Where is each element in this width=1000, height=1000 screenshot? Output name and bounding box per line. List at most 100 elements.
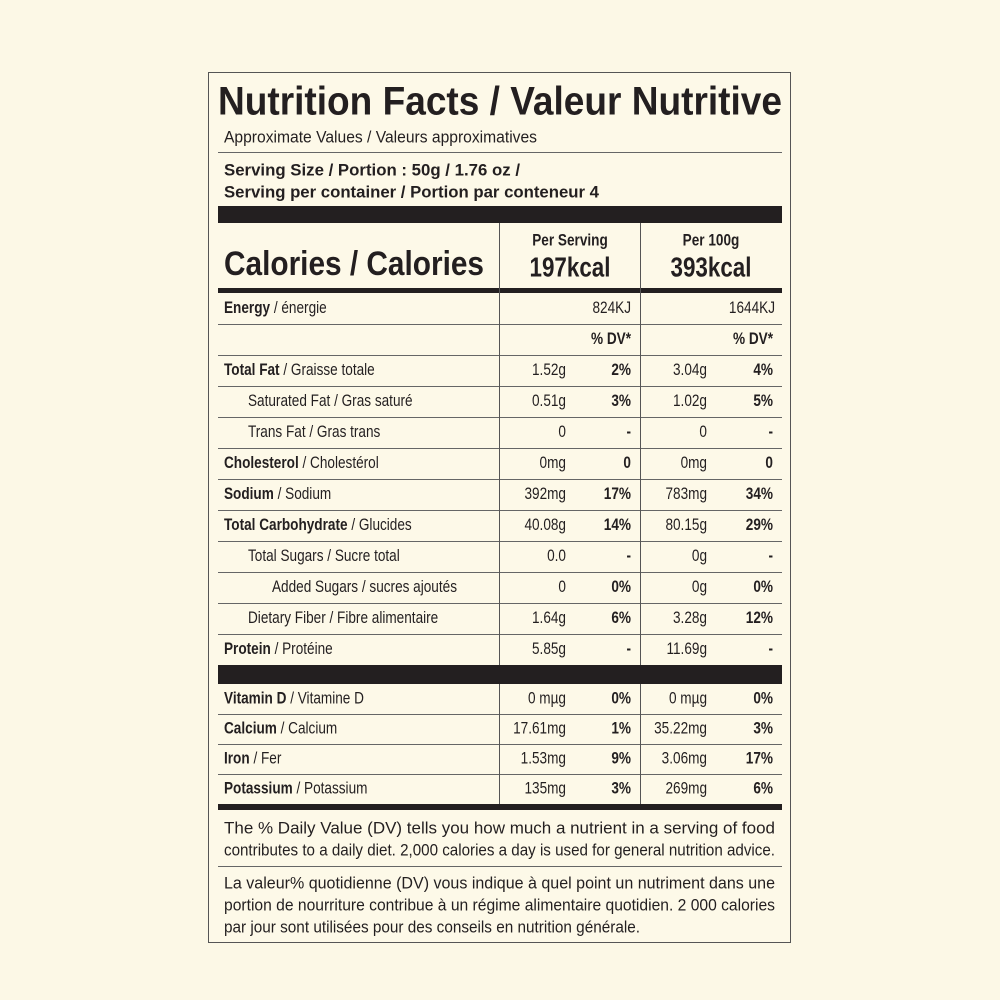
nutrient-detail: / Cholestérol — [303, 454, 379, 473]
nutrient-name: Total Fat — [224, 361, 280, 380]
serving-dv: - — [626, 640, 631, 659]
serving-dv: 1% — [611, 719, 631, 738]
row-label: Protein / Protéine — [224, 640, 333, 659]
serving-dv: 0% — [611, 689, 631, 708]
row-label: Energy / énergie — [224, 299, 327, 318]
row-label: Saturated Fat / Gras saturé — [248, 392, 413, 411]
thick-rule — [218, 665, 782, 684]
per-100g-dv: 0 — [765, 454, 773, 473]
serving-dv: 0 — [623, 454, 631, 473]
dv-header: % DV* — [733, 330, 773, 349]
column-divider — [640, 684, 641, 804]
row-label: Calcium / Calcium — [224, 719, 337, 738]
nutrient-name: Sodium — [224, 485, 274, 504]
nutrient-name: Vitamin D — [224, 689, 286, 708]
per-100g-dv: - — [768, 423, 773, 442]
serving-dv: 2% — [611, 361, 631, 380]
nutrient-name: Iron — [224, 749, 250, 768]
serving-amount: 0.0 — [547, 547, 566, 566]
per-100g-dv: 4% — [753, 361, 773, 380]
serving-amount: 0 — [558, 423, 566, 442]
column-header: Per 100g — [683, 231, 740, 250]
footnote-fr: par jour sont utilisées pour des conseil… — [224, 918, 640, 937]
per-100g-amount: 3.28g — [673, 609, 707, 628]
nutrient-detail: / énergie — [274, 299, 327, 318]
serving-amount: 40.08g — [524, 516, 566, 535]
row-label: Dietary Fiber / Fibre alimentaire — [248, 609, 438, 628]
serving-amount: 17.61mg — [513, 719, 566, 738]
per-100g-dv: 6% — [753, 779, 773, 798]
nutrient-detail: / Fer — [253, 749, 281, 768]
footnote-en: contributes to a daily diet. 2,000 calor… — [224, 841, 775, 860]
serving-amount: 135mg — [524, 779, 566, 798]
footnote-fr: portion de nourriture contribue à un rég… — [224, 896, 775, 915]
per-100g-amount: 11.69g — [666, 640, 707, 659]
calories-value: 393kcal — [671, 252, 752, 283]
per-100g-amount: 1.02g — [673, 392, 707, 411]
serving-dv: 0% — [611, 578, 631, 597]
row-label: Total Sugars / Sucre total — [248, 547, 400, 566]
label: Nutrition Facts / Valeur Nutritive Approx… — [218, 78, 782, 937]
serving-size: Serving Size / Portion : 50g / 1.76 oz / — [224, 161, 521, 180]
serving-amount: 1.53mg — [521, 749, 566, 768]
nutrient-detail: / Protéine — [275, 640, 333, 659]
serving-dv: 9% — [611, 749, 631, 768]
serving-amount: 1.52g — [532, 361, 566, 380]
subtitle: Approximate Values / Valeurs approximati… — [224, 128, 537, 147]
per-100g-dv: - — [768, 547, 773, 566]
rule — [218, 866, 782, 867]
nutrient-name: Protein — [224, 640, 271, 659]
serving-dv: 17% — [604, 485, 631, 504]
per-100g-amount: 3.06mg — [662, 749, 707, 768]
nutrient-detail: / Sodium — [278, 485, 332, 504]
per-100g-dv: - — [768, 640, 773, 659]
nutrient-detail: / Glucides — [351, 516, 412, 535]
nutrient-name: Cholesterol — [224, 454, 299, 473]
serving-dv: 14% — [604, 516, 631, 535]
energy-serving: 824KJ — [592, 299, 631, 318]
nutrient-name: Calcium — [224, 719, 277, 738]
serving-dv: 3% — [611, 392, 631, 411]
per-100g-amount: 3.04g — [673, 361, 707, 380]
per-100g-dv: 5% — [753, 392, 773, 411]
row-label: Sodium / Sodium — [224, 485, 331, 504]
thick-rule — [218, 206, 782, 223]
nutrient-detail: / Calcium — [281, 719, 338, 738]
per-100g-amount: 35.22mg — [654, 719, 707, 738]
per-100g-amount: 0mg — [681, 454, 707, 473]
serving-amount: 5.85g — [532, 640, 566, 659]
nutrient-detail: / Vitamine D — [290, 689, 364, 708]
per-100g-dv: 29% — [746, 516, 773, 535]
nutrient-detail: / Potassium — [296, 779, 367, 798]
energy-per-100g: 1644KJ — [729, 299, 775, 318]
row-label: Trans Fat / Gras trans — [248, 423, 381, 442]
per-100g-amount: 0g — [692, 547, 707, 566]
per-100g-amount: 0 mµg — [669, 689, 707, 708]
per-100g-dv: 0% — [753, 689, 773, 708]
row-label: Total Carbohydrate / Glucides — [224, 516, 412, 535]
footnote-fr: La valeur% quotidienne (DV) vous indique… — [224, 874, 775, 893]
per-100g-dv: 17% — [746, 749, 773, 768]
row-label: Vitamin D / Vitamine D — [224, 689, 364, 708]
row-label: Potassium / Potassium — [224, 779, 367, 798]
dv-header: % DV* — [591, 330, 631, 349]
calories-label: Calories / Calories — [224, 244, 484, 283]
serving-dv: 6% — [611, 609, 631, 628]
serving-amount: 0.51g — [532, 392, 566, 411]
per-100g-dv: 34% — [746, 485, 773, 504]
serving-dv: 3% — [611, 779, 631, 798]
rule — [218, 152, 782, 153]
title: Nutrition Facts / Valeur Nutritive — [218, 78, 782, 123]
serving-amount: 0 — [558, 578, 566, 597]
serving-dv: - — [626, 547, 631, 566]
per-100g-dv: 0% — [753, 578, 773, 597]
per-100g-dv: 3% — [753, 719, 773, 738]
per-100g-amount: 0g — [692, 578, 707, 597]
nutrient-detail: / Graisse totale — [283, 361, 374, 380]
nutrient-name: Potassium — [224, 779, 293, 798]
servings-per-container: Serving per container / Portion par cont… — [224, 183, 599, 202]
thick-rule — [218, 804, 782, 810]
column-divider — [640, 223, 641, 665]
